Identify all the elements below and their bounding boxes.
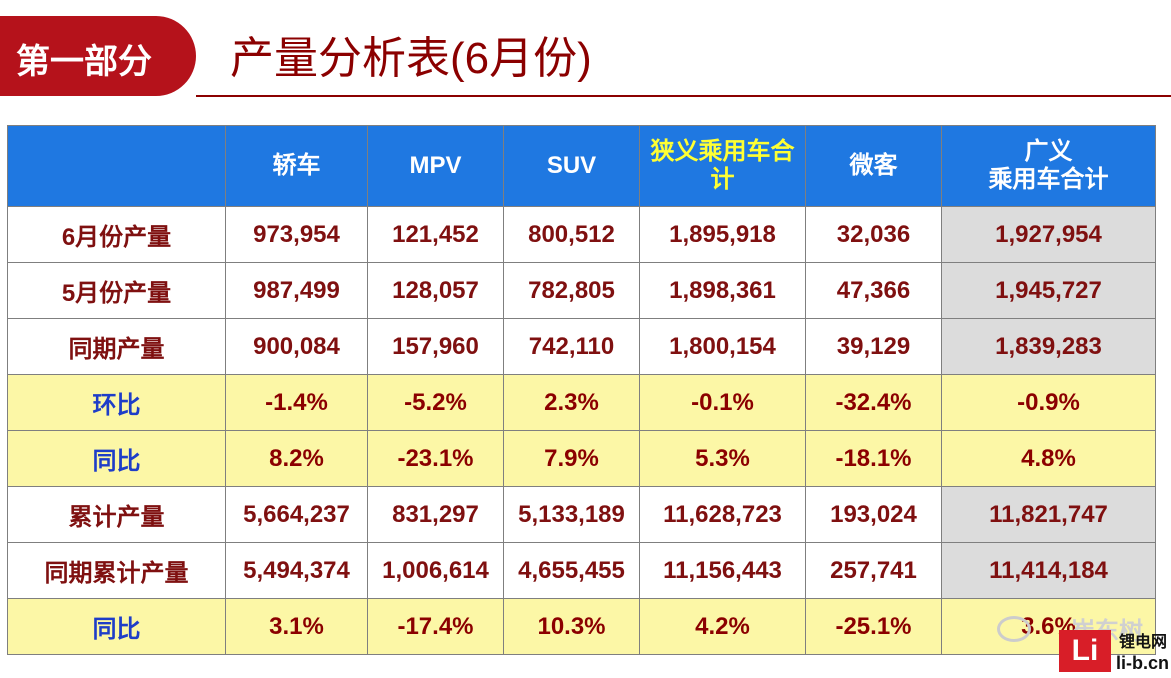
table-cell: 47,366 — [805, 262, 942, 319]
table-cell: -18.1% — [805, 430, 942, 487]
table-row: 5月份产量 987,499 128,057 782,805 1,898,361 47,36… — [7, 262, 1156, 319]
table-cell: 157,960 — [367, 318, 504, 375]
table-cell: -17.4% — [367, 598, 504, 655]
table-row: 环比 -1.4% -5.2% 2.3% -0.1% -32.4% -0.9% — [7, 374, 1156, 431]
table-cell: 11,414,184 — [941, 542, 1156, 599]
table-cell: 1,898,361 — [639, 262, 806, 319]
header-cell-suv: SUV — [503, 125, 640, 207]
table-cell: -0.1% — [639, 374, 806, 431]
row-label: 5月份产量 — [7, 262, 226, 319]
table-cell: 1,927,954 — [941, 206, 1156, 263]
table-cell: 1,945,727 — [941, 262, 1156, 319]
table-row: 累计产量 5,664,237 831,297 5,133,189 11,628,723 1… — [7, 486, 1156, 543]
table-cell: 11,156,443 — [639, 542, 806, 599]
wechat-watermark-icon — [997, 616, 1031, 642]
page-title: 产量分析表(6月份) — [230, 34, 592, 83]
table-cell: 257,741 — [805, 542, 942, 599]
libcn-logo-cn: 锂电网 — [1118, 634, 1167, 651]
table-cell: 5,133,189 — [503, 486, 640, 543]
row-label: 累计产量 — [7, 486, 226, 543]
table-cell: -25.1% — [805, 598, 942, 655]
table-cell: 1,839,283 — [941, 318, 1156, 375]
table-cell: 987,499 — [225, 262, 368, 319]
libcn-logo: Li — [1059, 630, 1111, 672]
table-cell: 831,297 — [367, 486, 504, 543]
row-label: 同比 — [7, 430, 226, 487]
table-cell: -0.9% — [941, 374, 1156, 431]
header-cell-empty — [7, 125, 226, 207]
libcn-logo-url: li-b.cn — [1116, 653, 1169, 673]
table-cell: 973,954 — [225, 206, 368, 263]
table-cell: 32,036 — [805, 206, 942, 263]
table-cell: 1,006,614 — [367, 542, 504, 599]
table-cell: -32.4% — [805, 374, 942, 431]
table-row: 同期产量 900,084 157,960 742,110 1,800,154 39,129… — [7, 318, 1156, 375]
table-cell: 11,628,723 — [639, 486, 806, 543]
table-cell: 121,452 — [367, 206, 504, 263]
table-cell: -23.1% — [367, 430, 504, 487]
table-cell: 5,664,237 — [225, 486, 368, 543]
table-cell: 4,655,455 — [503, 542, 640, 599]
table-header-row: 轿车 MPV SUV 狭义乘用车合计 微客 广义 乘用车合计 — [7, 125, 1156, 207]
table-cell: 39,129 — [805, 318, 942, 375]
table-row: 同比 8.2% -23.1% 7.9% 5.3% -18.1% 4.8% — [7, 430, 1156, 487]
table-cell: 1,895,918 — [639, 206, 806, 263]
table-cell: 4.8% — [941, 430, 1156, 487]
table-cell: 2.3% — [503, 374, 640, 431]
table-cell: 3.1% — [225, 598, 368, 655]
header-cell-broad-total: 广义 乘用车合计 — [941, 125, 1156, 207]
row-label: 环比 — [7, 374, 226, 431]
header-cell-minivan: 微客 — [805, 125, 942, 207]
table-cell: 900,084 — [225, 318, 368, 375]
header-cell-narrow-total: 狭义乘用车合计 — [639, 125, 806, 207]
table-cell: 782,805 — [503, 262, 640, 319]
table-cell: 1,800,154 — [639, 318, 806, 375]
title-divider — [196, 95, 1171, 97]
table-cell: 8.2% — [225, 430, 368, 487]
table-cell: 800,512 — [503, 206, 640, 263]
table-row: 同比 3.1% -17.4% 10.3% 4.2% -25.1% 3.6% — [7, 598, 1156, 655]
table-cell: 5,494,374 — [225, 542, 368, 599]
production-table: 轿车 MPV SUV 狭义乘用车合计 微客 广义 乘用车合计 6月份产量 973,… — [7, 125, 1156, 655]
table-cell: 11,821,747 — [941, 486, 1156, 543]
table-cell: -1.4% — [225, 374, 368, 431]
table-row: 同期累计产量 5,494,374 1,006,614 4,655,455 11,156,… — [7, 542, 1156, 599]
table-cell: 193,024 — [805, 486, 942, 543]
table-cell: 5.3% — [639, 430, 806, 487]
header-cell-mpv: MPV — [367, 125, 504, 207]
row-label: 同期产量 — [7, 318, 226, 375]
table-cell: 742,110 — [503, 318, 640, 375]
row-label: 同比 — [7, 598, 226, 655]
table-cell: 128,057 — [367, 262, 504, 319]
row-label: 同期累计产量 — [7, 542, 226, 599]
table-row: 6月份产量 973,954 121,452 800,512 1,895,918 32,03… — [7, 206, 1156, 263]
row-label: 6月份产量 — [7, 206, 226, 263]
table-cell: 10.3% — [503, 598, 640, 655]
table-cell: 7.9% — [503, 430, 640, 487]
section-badge-label: 第一部分 — [16, 43, 152, 81]
table-cell: -5.2% — [367, 374, 504, 431]
section-badge: 第一部分 — [0, 16, 196, 96]
header-cell-sedan: 轿车 — [225, 125, 368, 207]
table-cell: 4.2% — [639, 598, 806, 655]
